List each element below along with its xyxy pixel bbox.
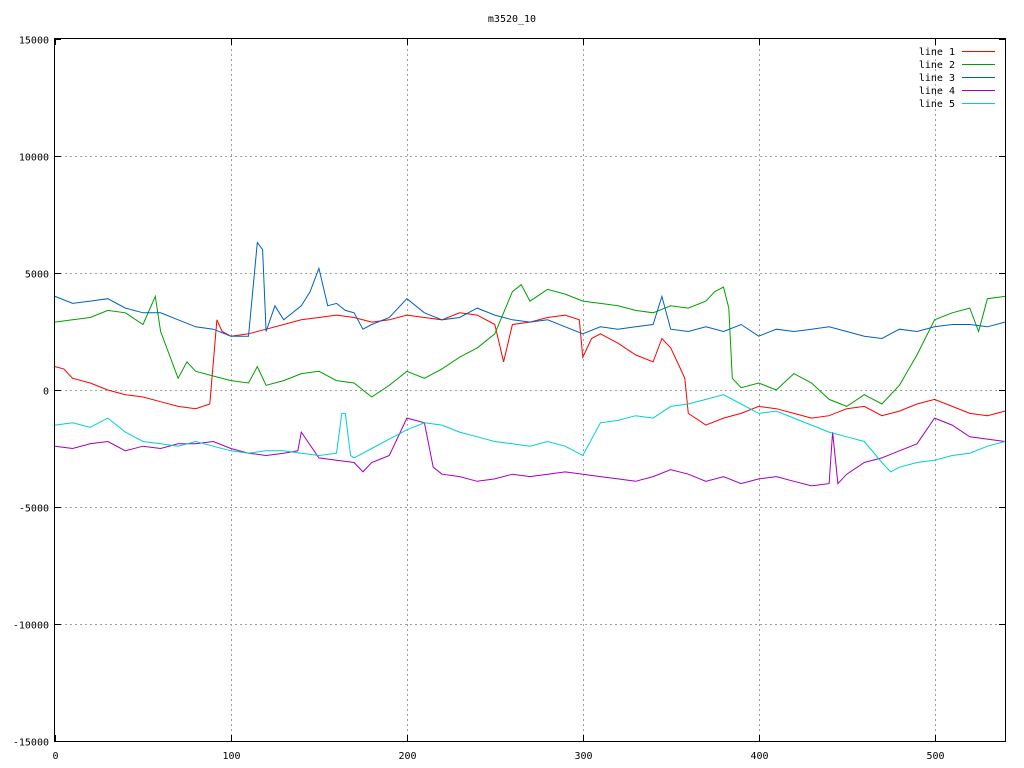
y-tick-label: -15000 <box>13 738 49 749</box>
chart-title: m3520_10 <box>488 14 536 25</box>
x-tick-label: 300 <box>574 751 592 762</box>
x-tick-label: 0 <box>52 751 58 762</box>
axis-ticks: 0 100 200 300 400 500 -15000 -10000 -5000 0 5000 10… <box>13 36 1005 762</box>
series-line-line-3 <box>54 241 1006 340</box>
x-tick-label: 400 <box>750 751 768 762</box>
series-line-line-5 <box>54 394 1006 473</box>
y-tick-label: 10000 <box>19 153 49 164</box>
legend-label: line 4 <box>919 86 955 97</box>
y-tick-label: -5000 <box>19 504 49 515</box>
series-lines <box>54 241 1006 487</box>
series-line-line-1 <box>54 312 1006 426</box>
grid-lines <box>55 39 1005 741</box>
legend-label: line 3 <box>919 73 955 84</box>
series-line-line-4 <box>54 417 1006 487</box>
plot-frame <box>54 38 1006 742</box>
legend-label: line 1 <box>919 47 955 58</box>
y-tick-label: -10000 <box>13 621 49 632</box>
y-tick-label: 0 <box>43 387 49 398</box>
y-tick-label: 5000 <box>25 270 49 281</box>
x-tick-label: 100 <box>222 751 240 762</box>
legend: line 1 line 2 line 3 line 4 line 5 <box>919 47 995 110</box>
x-tick-label: 500 <box>926 751 944 762</box>
legend-label: line 2 <box>919 60 955 71</box>
series-line-line-2 <box>54 283 1006 407</box>
legend-label: line 5 <box>919 99 955 110</box>
x-tick-label: 200 <box>398 751 416 762</box>
y-tick-label: 15000 <box>19 36 49 47</box>
